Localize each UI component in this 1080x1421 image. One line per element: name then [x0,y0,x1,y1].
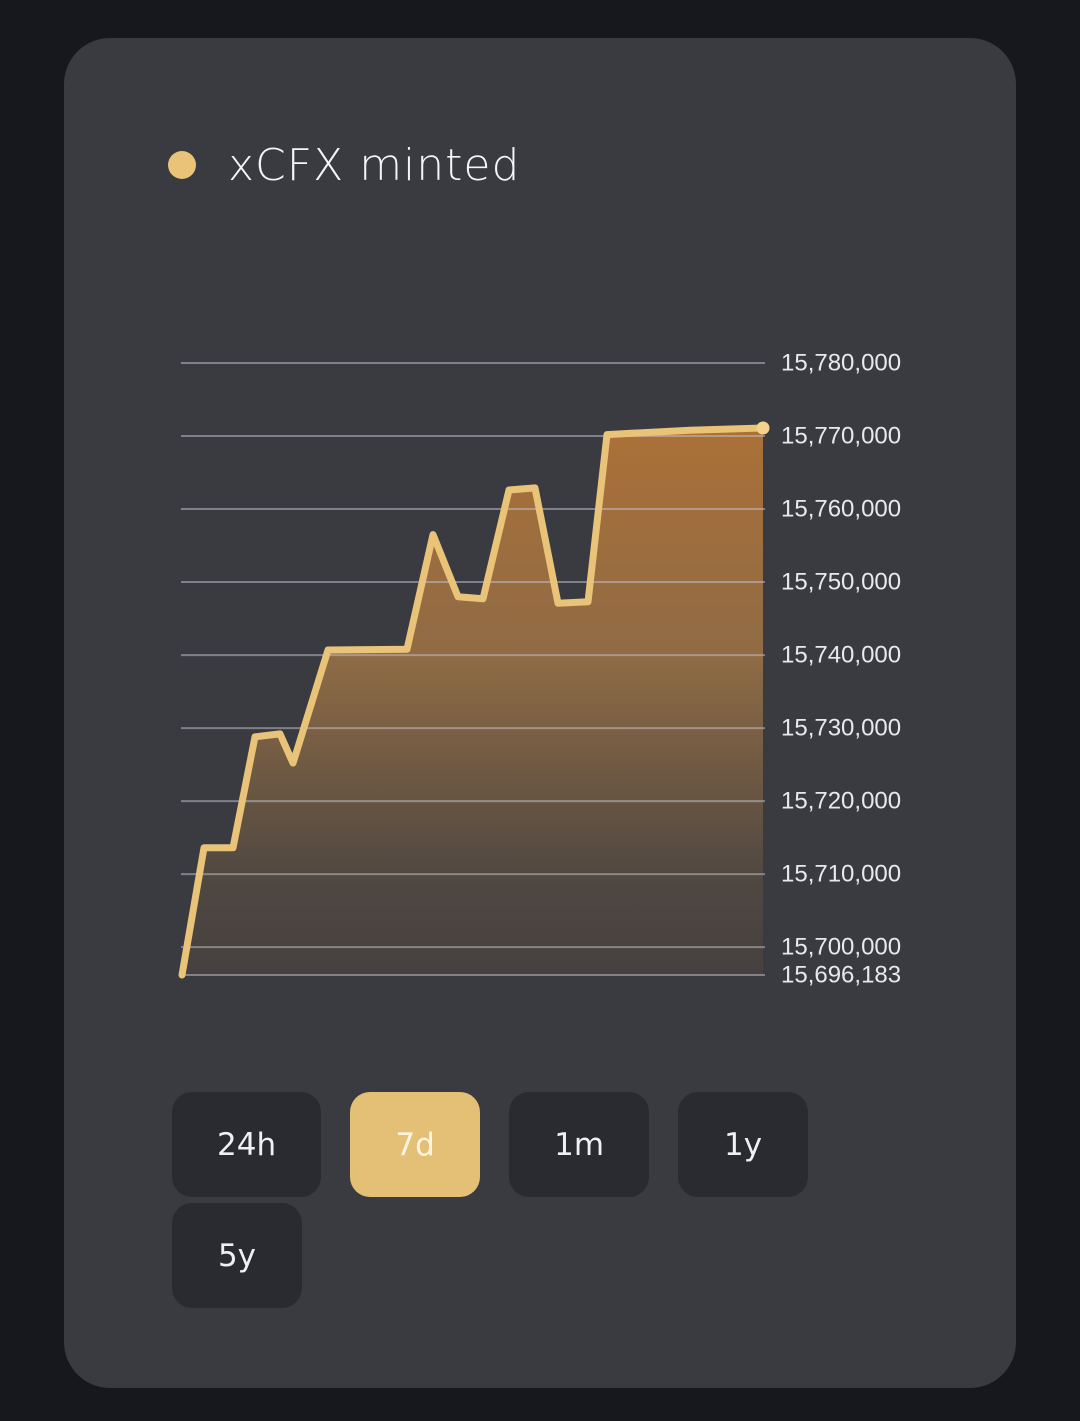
time-range-selector: 24h 7d 1m 1y 5y [172,1092,809,1308]
series-line [178,424,767,979]
y-axis-tick-label: 15,740,000 [781,642,901,669]
y-axis-tick-label: 15,760,000 [781,496,901,523]
time-range-button-7d[interactable]: 7d [350,1092,481,1197]
legend: xCFX minted [168,137,520,193]
chart-card: xCFX minted 15,780,000 15,770,000 15,760,0… [64,38,1016,1388]
y-axis-tick-label: 15,720,000 [781,788,901,815]
y-axis-tick-label: 15,730,000 [781,715,901,742]
time-range-row-2: 5y [172,1203,808,1308]
time-range-button-5y[interactable]: 5y [172,1203,302,1308]
chart-title: xCFX minted [228,139,521,191]
y-axis-tick-label: 15,696,183 [781,962,901,989]
y-axis-tick-label: 15,770,000 [781,423,901,450]
y-axis-tick-label: 15,710,000 [781,861,901,888]
series-endpoint-dot [756,421,770,435]
y-axis-tick-label: 15,700,000 [781,934,901,961]
legend-dot-icon [168,151,196,179]
area-fill [182,428,763,975]
area-chart: 15,780,000 15,770,000 15,760,000 15,750,000… [178,350,901,989]
y-axis-tick-label: 15,780,000 [781,350,901,377]
time-range-row-1: 24h 7d 1m 1y [172,1092,809,1197]
y-axis-tick-label: 15,750,000 [781,569,901,596]
time-range-button-1y[interactable]: 1y [678,1092,809,1197]
time-range-button-24h[interactable]: 24h [172,1092,322,1197]
time-range-button-1m[interactable]: 1m [509,1092,650,1197]
